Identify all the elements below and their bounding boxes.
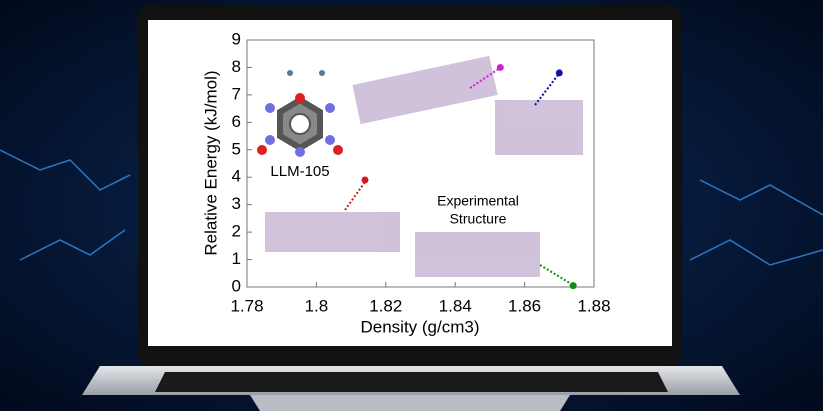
point bbox=[569, 282, 577, 290]
annotation: Structure bbox=[450, 211, 507, 227]
y-tick-label: 8 bbox=[232, 57, 241, 76]
molecule bbox=[257, 70, 343, 157]
y-tick-label: 4 bbox=[232, 167, 241, 186]
y-tick-label: 7 bbox=[232, 84, 241, 103]
plot-frame bbox=[246, 39, 595, 288]
trackpad bbox=[250, 395, 570, 411]
x-tick-label: 1.86 bbox=[508, 296, 541, 315]
y-tick-label: 2 bbox=[232, 222, 241, 241]
x-tick-label: 1.8 bbox=[305, 296, 329, 315]
point bbox=[496, 63, 504, 71]
point bbox=[555, 69, 563, 77]
x-tick-label: 1.78 bbox=[230, 296, 263, 315]
annotation: Experimental bbox=[437, 193, 519, 209]
annotation: LLM-105 bbox=[270, 163, 329, 180]
leader-lines bbox=[344, 67, 574, 286]
y-tick-label: 3 bbox=[232, 194, 241, 213]
crystal-images bbox=[265, 55, 583, 277]
x-axis-label: Density (g/cm3) bbox=[360, 317, 479, 336]
plot: 0 1 2 3 4 5 6 7 8 9 1.78 1.8 1.82 1.84 1.86 1.88 bbox=[230, 29, 610, 315]
y-axis-label: Relative Energy (kJ/mol) bbox=[201, 70, 220, 255]
point bbox=[361, 176, 369, 184]
x-tick-label: 1.82 bbox=[369, 296, 402, 315]
y-tick-label: 5 bbox=[232, 139, 241, 158]
y-tick-label: 1 bbox=[232, 249, 241, 268]
lightning bbox=[0, 149, 823, 266]
x-tick-label: 1.88 bbox=[577, 296, 610, 315]
keyboard bbox=[155, 372, 668, 392]
y-tick-label: 6 bbox=[232, 112, 241, 131]
x-tick-label: 1.84 bbox=[439, 296, 472, 315]
y-tick-label: 0 bbox=[232, 276, 241, 295]
y-tick-label: 9 bbox=[232, 29, 241, 48]
